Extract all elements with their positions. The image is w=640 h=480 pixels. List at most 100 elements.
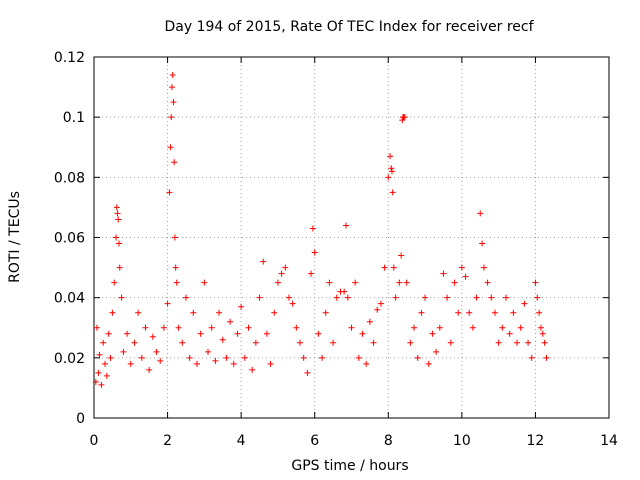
data-point [311,249,318,256]
data-point [289,300,296,307]
y-axis: 0 0.02 0.04 0.06 0.08 0.1 0.12 [54,50,609,427]
data-point [473,294,480,301]
data-point [444,294,451,301]
data-point [182,294,189,301]
data-point [278,270,285,277]
y-tick-label: 0.06 [54,231,85,247]
data-point [95,369,102,376]
data-point [342,222,349,229]
data-point [171,234,178,241]
data-point [249,366,256,373]
data-point [103,372,110,379]
data-point [514,339,521,346]
data-point [525,339,532,346]
data-point [510,309,517,316]
data-point [92,378,99,385]
x-axis: 0 2 4 6 8 10 12 14 [90,57,618,449]
data-point [256,294,263,301]
data-point [107,354,114,361]
data-point [169,72,176,79]
data-point [414,354,421,361]
data-point [98,381,105,388]
data-point [499,324,506,331]
y-tick-label: 0 [76,411,85,427]
data-point [352,279,359,286]
x-tick-label: 6 [310,433,319,449]
data-point [541,339,548,346]
data-point [205,348,212,355]
data-point [166,189,173,196]
data-point [341,288,348,295]
data-point [164,300,171,307]
data-point [120,348,127,355]
data-point [146,366,153,373]
x-tick-label: 2 [163,433,172,449]
data-point [153,348,160,355]
data-point [282,264,289,271]
data-point [315,330,322,337]
y-tick-label: 0.1 [63,110,85,126]
grid-lines [94,57,609,418]
data-point [113,234,120,241]
data-point [223,354,230,361]
data-point [293,324,300,331]
data-point [322,309,329,316]
data-point [93,324,100,331]
data-point [319,354,326,361]
data-point [495,339,502,346]
data-point [271,309,278,316]
x-tick-label: 14 [600,433,618,449]
data-point [539,330,546,337]
data-point [157,357,164,364]
data-point [455,309,462,316]
data-point [131,339,138,346]
data-point [385,174,392,181]
data-point [440,270,447,277]
plot-frame [93,56,610,419]
x-tick-label: 12 [527,433,545,449]
data-point [491,309,498,316]
data-point [308,270,315,277]
data-point [388,165,395,172]
data-point [234,330,241,337]
data-point [241,354,248,361]
data-point [167,144,174,151]
data-point [528,354,535,361]
data-point [503,294,509,301]
data-point [429,330,436,337]
data-point [398,252,405,259]
data-point [173,279,180,286]
data-point [227,318,234,325]
data-point [484,279,491,286]
data-point [411,324,418,331]
data-point [142,324,149,331]
data-point [333,294,340,301]
data-point [462,273,469,280]
data-point [285,294,292,301]
data-point [252,339,259,346]
data-point [537,324,544,331]
data-point [326,279,333,286]
x-tick-label: 0 [90,433,99,449]
data-point [179,339,186,346]
data-point [458,264,465,271]
data-point [370,339,377,346]
data-point [149,333,156,340]
data-point [390,264,397,271]
x-axis-label: GPS time / hours [291,458,408,474]
data-point [102,360,109,367]
data-point [274,279,281,286]
data-point [111,279,118,286]
data-point [366,318,373,325]
data-point [330,339,337,346]
data-point [219,336,226,343]
data-point [186,354,193,361]
y-tick-label: 0.08 [54,170,85,186]
data-point [297,339,303,346]
data-point [230,360,237,367]
data-point [168,84,175,91]
data-points [92,72,550,388]
data-point [403,279,410,286]
chart-title: Day 194 of 2015, Rate Of TEC Index for r… [164,19,534,35]
